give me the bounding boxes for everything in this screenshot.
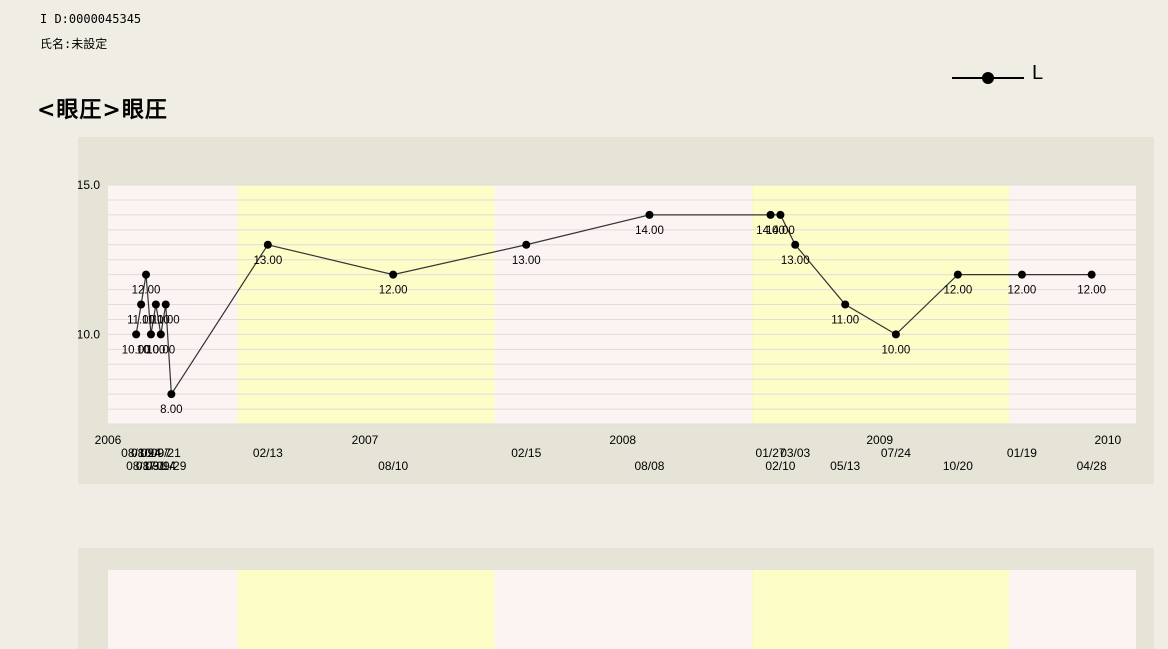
patient-name: 氏名:未設定 — [40, 37, 108, 51]
data-point — [156, 330, 165, 339]
data-label: 12.00 — [943, 285, 972, 297]
data-label: 14.00 — [635, 225, 664, 237]
data-point — [137, 300, 146, 309]
x-date-label: 05/13 — [830, 459, 860, 473]
patient-id: I D:0000045345 — [40, 12, 142, 26]
second-plot-year-band — [237, 570, 495, 649]
data-label: 14.00 — [756, 225, 785, 237]
second-plot-year-band — [1009, 570, 1136, 649]
data-label: 10.00 — [122, 344, 151, 356]
legend-label: L — [1032, 62, 1044, 84]
data-point — [151, 300, 160, 309]
data-label: 12.00 — [1008, 285, 1037, 297]
data-label: 11.00 — [127, 315, 155, 327]
data-point — [522, 240, 531, 249]
x-year-label: 2010 — [1094, 433, 1121, 447]
x-date-label: 08/24 — [131, 446, 161, 460]
x-year-label: 2008 — [609, 433, 636, 447]
chart-legend: L — [950, 60, 1060, 88]
second-chart-area — [108, 570, 1136, 649]
chart-panel-second — [78, 548, 1154, 649]
data-point — [132, 330, 141, 339]
x-date-label: 08/17 — [126, 459, 156, 473]
data-label: 11.00 — [142, 315, 170, 327]
chart-panel-main: 15.0 10.0 2006 2007 2008 2009 2010 10.00 08/10 11… — [78, 137, 1154, 484]
x-year-label: 2006 — [95, 433, 122, 447]
data-point — [263, 240, 272, 249]
x-year-label: 2007 — [352, 433, 379, 447]
data-label: 10.00 — [146, 344, 175, 356]
data-label: 12.00 — [379, 285, 408, 297]
data-point — [1087, 270, 1096, 279]
data-label: 11.00 — [152, 315, 180, 327]
chart-title: <眼圧>眼圧 — [37, 98, 168, 123]
x-date-label: 08/10 — [121, 446, 151, 460]
line-chart: 15.0 10.0 2006 2007 2008 2009 2010 10.00 08/10 11… — [78, 178, 1136, 473]
data-label: 13.00 — [781, 255, 810, 267]
x-date-label: 02/13 — [253, 446, 283, 460]
data-point — [953, 270, 962, 279]
data-point — [776, 210, 785, 219]
x-date-label: 04/28 — [1077, 459, 1107, 473]
data-point — [1017, 270, 1026, 279]
second-plot-year-band — [752, 570, 1010, 649]
data-label: 13.00 — [253, 255, 282, 267]
x-date-label: 01/19 — [1007, 446, 1037, 460]
data-label: 13.00 — [512, 255, 541, 267]
x-date-label: 03/03 — [780, 446, 810, 460]
x-date-label: 08/31 — [136, 459, 166, 473]
x-date-label: 02/10 — [765, 459, 795, 473]
data-point — [161, 300, 170, 309]
x-date-label: 10/20 — [943, 459, 973, 473]
x-date-label: 08/10 — [378, 459, 408, 473]
data-label: 11.00 — [831, 315, 859, 327]
data-point — [389, 270, 398, 279]
x-date-label: 09/21 — [151, 446, 181, 460]
x-year-label: 2009 — [866, 433, 893, 447]
x-date-label: 07/24 — [881, 446, 911, 460]
series-line — [135, 214, 1092, 396]
data-point — [645, 210, 654, 219]
data-label: 14.00 — [766, 225, 795, 237]
data-point — [146, 330, 155, 339]
x-date-label: 09/14 — [146, 459, 176, 473]
y-tick-label: 15.0 — [78, 178, 100, 192]
data-point — [841, 300, 850, 309]
data-label: 10.00 — [137, 344, 166, 356]
x-date-label: 08/08 — [634, 459, 664, 473]
data-point — [791, 240, 800, 249]
x-date-label: 09/29 — [156, 459, 186, 473]
y-tick-label: 10.0 — [78, 327, 100, 341]
legend-line-marker-icon — [952, 72, 1024, 84]
data-point — [167, 390, 176, 399]
x-date-label: 02/15 — [511, 446, 541, 460]
data-point — [142, 270, 151, 279]
second-plot-year-band — [108, 570, 238, 649]
data-label: 8.00 — [160, 404, 182, 416]
x-date-label: 01/27 — [756, 446, 786, 460]
x-date-label: 09/07 — [141, 446, 171, 460]
data-label: 12.00 — [132, 285, 161, 297]
data-label: 12.00 — [1077, 285, 1106, 297]
data-point — [891, 330, 900, 339]
data-label: 10.00 — [882, 344, 911, 356]
data-point — [766, 210, 775, 219]
second-plot-year-band — [494, 570, 753, 649]
